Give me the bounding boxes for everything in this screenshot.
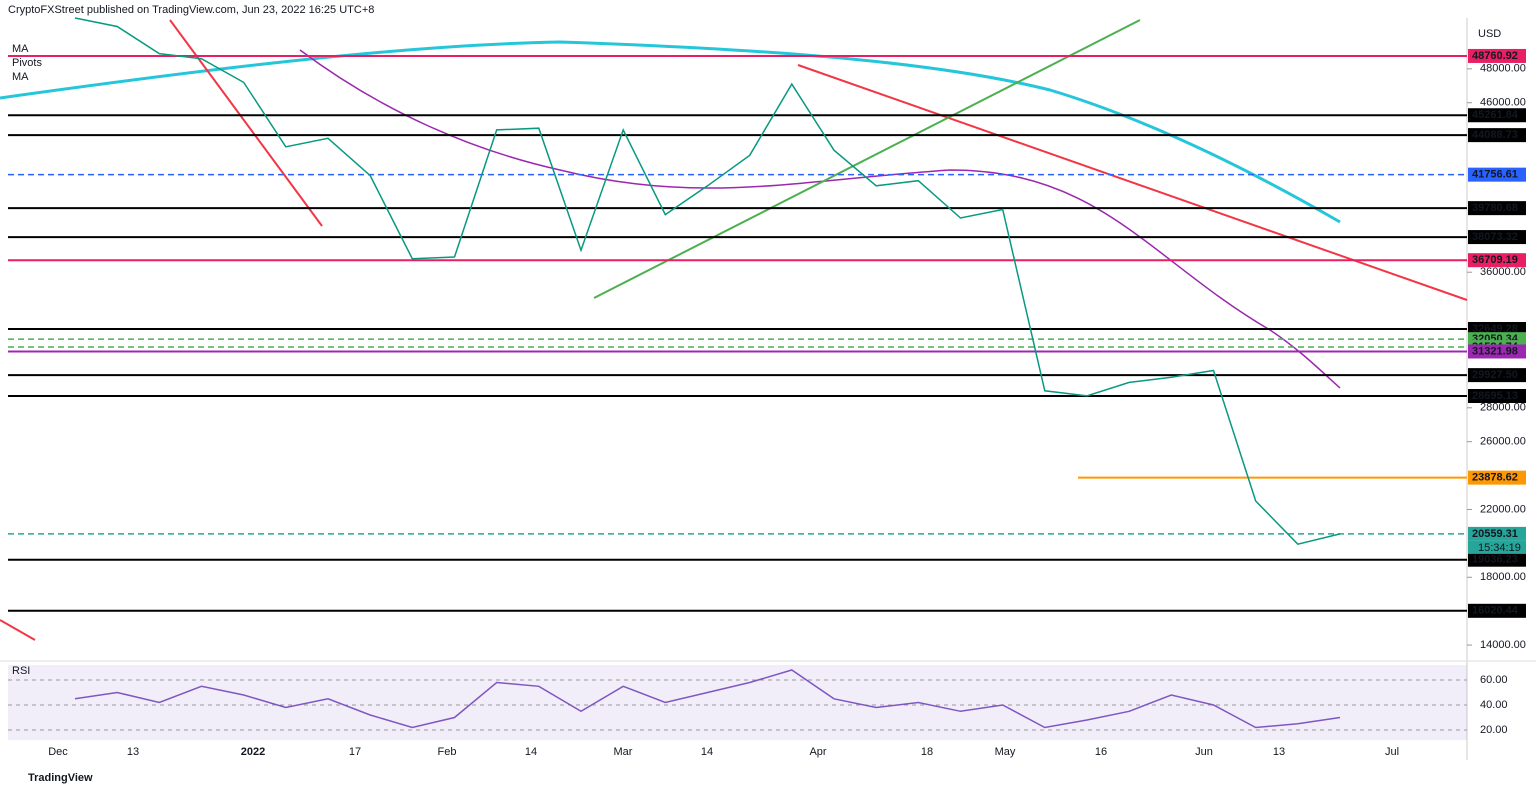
level-label: 23878.62 [1472,472,1518,484]
x-tick-label: Apr [809,746,826,758]
level-label: 28695.13 [1472,390,1518,402]
level-badge [1468,167,1526,182]
series-line [74,669,1341,729]
level-label: 20559.31 [1472,528,1518,540]
y-tick-label: 26000.00 [1480,436,1526,448]
x-tick-label: Jul [1385,746,1399,758]
x-tick-label: 14 [525,746,537,758]
countdown: 15:34:19 [1478,542,1521,554]
y-tick-label: 20.00 [1480,724,1508,736]
x-tick-label: 18 [921,746,933,758]
y-tick-label: 60.00 [1480,674,1508,686]
level-badge [1468,368,1526,383]
rsi-title: RSI [12,665,30,677]
level-badge [1468,253,1526,268]
header-title: CryptoFXStreet published on TradingView.… [8,4,374,16]
y-tick-label: 46000.00 [1480,97,1526,109]
rsi-band [8,665,1467,740]
footer: TradingView [28,772,93,784]
y-tick-label: 28000.00 [1480,402,1526,414]
level-badge [1468,526,1526,541]
trendline [0,619,36,641]
x-tick-label: 14 [701,746,713,758]
level-label: 41756.61 [1472,169,1518,181]
level-badge [1468,108,1526,123]
level-badge [1468,344,1526,359]
level-badge [1468,128,1526,143]
level-label: 29927.50 [1472,369,1518,381]
level-badge [1468,389,1526,404]
level-label: 48760.92 [1472,50,1518,62]
level-label: 36709.19 [1472,254,1518,266]
currency: USD [1478,28,1501,40]
level-badge [1468,48,1526,63]
level-label: 44088.73 [1472,129,1518,141]
x-tick-label: 13 [127,746,139,758]
level-label: 45261.84 [1472,109,1519,121]
x-tick-label: 17 [349,746,361,758]
x-tick-label: 13 [1273,746,1285,758]
level-label: 19036.23 [1472,554,1518,566]
countdown-badge [1468,540,1526,554]
level-label: 31321.98 [1472,345,1518,357]
level-badge [1468,552,1526,567]
x-tick-label: Dec [48,746,68,758]
y-tick-label: 14000.00 [1480,639,1526,651]
y-tick-label: 22000.00 [1480,503,1526,515]
legend-item: MA [12,43,29,55]
level-badge [1468,201,1526,216]
series-line [74,17,1341,546]
y-tick-label: 36000.00 [1480,266,1526,278]
x-tick-label: Jun [1195,746,1213,758]
legend-item: MA [12,71,29,83]
legend-item: Pivots [12,57,42,69]
x-tick-label: May [995,746,1016,758]
x-tick-label: 16 [1095,746,1107,758]
y-tick-label: 18000.00 [1480,571,1526,583]
y-tick-label: 40.00 [1480,699,1508,711]
level-label: 38073.32 [1472,231,1518,243]
x-tick-label: 2022 [241,746,265,758]
x-tick-label: Feb [438,746,457,758]
y-tick-label: 48000.00 [1480,63,1526,75]
trendline [169,19,323,227]
trendline [593,19,1141,299]
level-label: 32649.28 [1472,323,1518,335]
level-label: 16020.44 [1472,605,1519,617]
level-badge [1468,230,1526,245]
x-tick-label: Mar [614,746,633,758]
level-badge [1468,470,1526,485]
level-badge [1468,603,1526,618]
level-label: 39780.68 [1472,202,1518,214]
